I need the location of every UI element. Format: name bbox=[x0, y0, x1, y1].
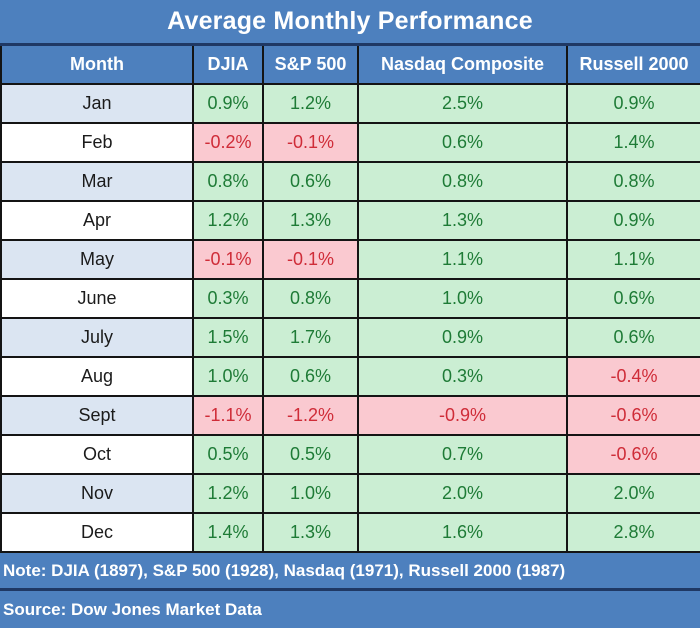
value-cell: -0.1% bbox=[262, 122, 359, 163]
value-cell: 0.8% bbox=[262, 278, 359, 319]
month-cell: Feb bbox=[0, 122, 194, 163]
value-cell: 1.4% bbox=[566, 122, 700, 163]
value-cell: 0.6% bbox=[262, 161, 359, 202]
value-cell: 1.1% bbox=[566, 239, 700, 280]
column-header-russell-2000: Russell 2000 bbox=[566, 46, 700, 85]
value-cell: 2.8% bbox=[566, 512, 700, 553]
table-row: Jan 0.9% 1.2% 2.5% 0.9% bbox=[0, 83, 700, 124]
value-cell: 1.2% bbox=[192, 200, 264, 241]
table-row: Dec 1.4% 1.3% 1.6% 2.8% bbox=[0, 512, 700, 553]
month-cell: Dec bbox=[0, 512, 194, 553]
value-cell: 0.8% bbox=[357, 161, 568, 202]
table-row: July 1.5% 1.7% 0.9% 0.6% bbox=[0, 317, 700, 358]
value-cell: 0.5% bbox=[192, 434, 264, 475]
value-cell: 1.0% bbox=[192, 356, 264, 397]
table-row: June 0.3% 0.8% 1.0% 0.6% bbox=[0, 278, 700, 319]
table-row: Mar 0.8% 0.6% 0.8% 0.8% bbox=[0, 161, 700, 202]
value-cell: 1.6% bbox=[357, 512, 568, 553]
table-row: Aug 1.0% 0.6% 0.3% -0.4% bbox=[0, 356, 700, 397]
value-cell: 2.0% bbox=[357, 473, 568, 514]
value-cell: -0.6% bbox=[566, 434, 700, 475]
month-cell: Jan bbox=[0, 83, 194, 124]
column-header-month: Month bbox=[0, 46, 194, 85]
month-cell: Apr bbox=[0, 200, 194, 241]
value-cell: 1.2% bbox=[262, 83, 359, 124]
value-cell: -1.1% bbox=[192, 395, 264, 436]
value-cell: 0.3% bbox=[357, 356, 568, 397]
value-cell: 1.0% bbox=[262, 473, 359, 514]
value-cell: 0.9% bbox=[357, 317, 568, 358]
value-cell: 1.2% bbox=[192, 473, 264, 514]
value-cell: 0.5% bbox=[262, 434, 359, 475]
value-cell: 1.7% bbox=[262, 317, 359, 358]
month-cell: Mar bbox=[0, 161, 194, 202]
value-cell: 0.8% bbox=[192, 161, 264, 202]
value-cell: 0.6% bbox=[262, 356, 359, 397]
value-cell: -0.1% bbox=[192, 239, 264, 280]
value-cell: 0.3% bbox=[192, 278, 264, 319]
monthly-performance-table: Month DJIA S&P 500 Nasdaq Composite Russell … bbox=[0, 46, 700, 553]
month-cell: June bbox=[0, 278, 194, 319]
table-row: Apr 1.2% 1.3% 1.3% 0.9% bbox=[0, 200, 700, 241]
table-row: May -0.1% -0.1% 1.1% 1.1% bbox=[0, 239, 700, 280]
month-cell: Nov bbox=[0, 473, 194, 514]
month-cell: Aug bbox=[0, 356, 194, 397]
table-title: Average Monthly Performance bbox=[0, 0, 700, 46]
value-cell: 2.5% bbox=[357, 83, 568, 124]
value-cell: 0.8% bbox=[566, 161, 700, 202]
value-cell: 0.6% bbox=[357, 122, 568, 163]
note-bar: Note: DJIA (1897), S&P 500 (1928), Nasda… bbox=[0, 553, 700, 591]
value-cell: 0.9% bbox=[566, 83, 700, 124]
value-cell: 0.9% bbox=[566, 200, 700, 241]
value-cell: -1.2% bbox=[262, 395, 359, 436]
value-cell: 1.3% bbox=[262, 200, 359, 241]
column-header-djia: DJIA bbox=[192, 46, 264, 85]
month-cell: May bbox=[0, 239, 194, 280]
source-bar: Source: Dow Jones Market Data bbox=[0, 591, 700, 628]
value-cell: -0.1% bbox=[262, 239, 359, 280]
table-header: Month DJIA S&P 500 Nasdaq Composite Russell … bbox=[0, 46, 700, 85]
value-cell: 1.4% bbox=[192, 512, 264, 553]
table-row: Feb -0.2% -0.1% 0.6% 1.4% bbox=[0, 122, 700, 163]
value-cell: 1.3% bbox=[357, 200, 568, 241]
month-cell: Sept bbox=[0, 395, 194, 436]
column-header-nasdaq-composite: Nasdaq Composite bbox=[357, 46, 568, 85]
table-row: Oct 0.5% 0.5% 0.7% -0.6% bbox=[0, 434, 700, 475]
value-cell: 1.0% bbox=[357, 278, 568, 319]
value-cell: 1.1% bbox=[357, 239, 568, 280]
table-row: Sept -1.1% -1.2% -0.9% -0.6% bbox=[0, 395, 700, 436]
table-row: Nov 1.2% 1.0% 2.0% 2.0% bbox=[0, 473, 700, 514]
value-cell: 0.6% bbox=[566, 278, 700, 319]
value-cell: 2.0% bbox=[566, 473, 700, 514]
column-header-s-p-500: S&P 500 bbox=[262, 46, 359, 85]
value-cell: -0.9% bbox=[357, 395, 568, 436]
value-cell: 1.5% bbox=[192, 317, 264, 358]
header-row: Month DJIA S&P 500 Nasdaq Composite Russell … bbox=[0, 46, 700, 85]
month-cell: Oct bbox=[0, 434, 194, 475]
value-cell: -0.4% bbox=[566, 356, 700, 397]
value-cell: 0.6% bbox=[566, 317, 700, 358]
table-body: Jan 0.9% 1.2% 2.5% 0.9% Feb -0.2% -0.1% 0.6% 1.4%… bbox=[0, 83, 700, 553]
value-cell: -0.6% bbox=[566, 395, 700, 436]
value-cell: 1.3% bbox=[262, 512, 359, 553]
month-cell: July bbox=[0, 317, 194, 358]
value-cell: 0.7% bbox=[357, 434, 568, 475]
value-cell: -0.2% bbox=[192, 122, 264, 163]
value-cell: 0.9% bbox=[192, 83, 264, 124]
